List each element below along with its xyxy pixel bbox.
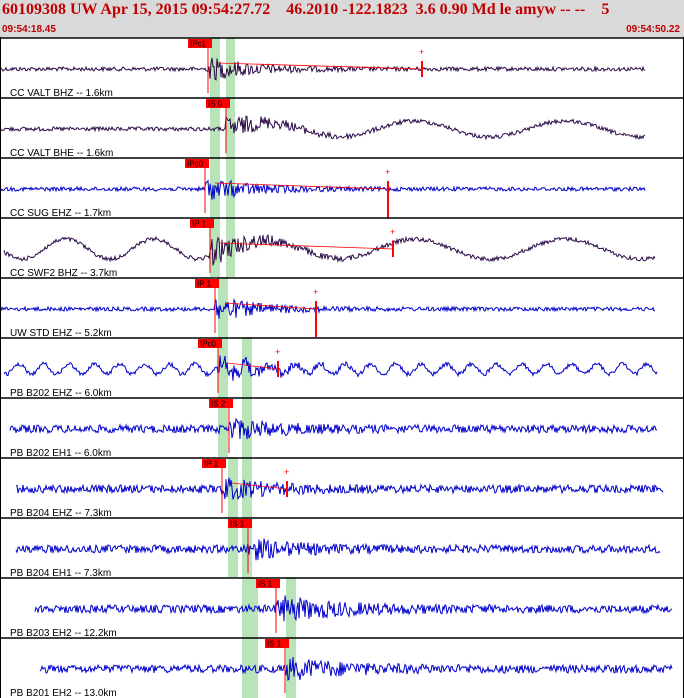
station-label: CC VALT BHE -- 1.6km	[10, 148, 113, 159]
analysis-window-band	[210, 37, 220, 277]
station-label: PB B201 EH2 -- 13.0km	[10, 688, 117, 698]
pick-label: IS 0	[208, 100, 223, 109]
pick-label-box[interactable]	[190, 219, 214, 228]
pick-label: IPc0	[187, 160, 204, 169]
pick-label: IP 1	[197, 280, 212, 289]
station-label: CC VALT BHZ -- 1.6km	[10, 88, 113, 99]
trace-row[interactable]: IS 1 PB B201 EH2 -- 13.0km	[0, 637, 684, 698]
pick-label-box[interactable]	[195, 279, 219, 288]
waveform-trace	[15, 538, 661, 561]
pick-label-box[interactable]	[206, 99, 230, 108]
pick-label: IS 1	[258, 580, 273, 589]
pick-label-box[interactable]	[228, 519, 252, 528]
coda-decay-line	[231, 482, 288, 490]
pick-label-box[interactable]	[202, 459, 226, 468]
pick-label: IP 1	[192, 220, 207, 229]
trace-stack: IPc1 + CC VALT BHZ -- 1.6km IS 0 CC VALT BHE…	[0, 37, 684, 698]
window-end-time: 09:54:50.22	[626, 24, 680, 35]
coda-marker-plus-icon: +	[419, 47, 424, 57]
analysis-window-band	[218, 277, 228, 457]
analysis-window-band	[226, 37, 235, 277]
station-label: CC SWF2 BHZ -- 3.7km	[10, 268, 117, 279]
coda-decay-line	[214, 182, 389, 190]
event-title: 60109308 UW Apr 15, 2015 09:54:27.72 46.…	[2, 1, 610, 18]
trace-row[interactable]: IP 1 + UW STD EHZ -- 5.2km	[0, 277, 684, 339]
trace-row[interactable]: IPc0 + CC SUG EHZ -- 1.7km	[0, 157, 684, 219]
coda-decay-line	[219, 242, 394, 250]
station-label: PB B204 EH1 -- 7.3km	[10, 568, 111, 579]
trace-row[interactable]: IS 0 CC VALT BHE -- 1.6km	[0, 97, 684, 159]
pick-label-box[interactable]	[256, 579, 280, 588]
trace-row[interactable]: IS 1 PB B204 EH1 -- 7.3km	[0, 517, 684, 579]
window-start-time: 09:54:18.45	[2, 24, 56, 35]
station-label: PB B203 EH2 -- 12.2km	[10, 628, 117, 639]
waveform-trace	[15, 477, 664, 500]
pick-label: IS 1	[267, 640, 282, 649]
pick-label-box[interactable]	[188, 39, 212, 48]
station-label: PB B202 EH1 -- 6.0km	[10, 448, 111, 459]
waveform-trace	[0, 179, 646, 200]
seismogram-panel[interactable]: IPc1 + CC VALT BHZ -- 1.6km IS 0 CC VALT BHE…	[0, 37, 684, 698]
coda-decay-line	[217, 62, 423, 70]
trace-row[interactable]: IPc1 + CC VALT BHZ -- 1.6km	[0, 37, 684, 99]
station-label: PB B202 EHZ -- 6.0km	[10, 388, 112, 399]
trace-row[interactable]: IP 1 + PB B204 EHZ -- 7.3km	[0, 457, 684, 519]
trace-row[interactable]: IS 2 PB B202 EH1 -- 6.0km	[0, 397, 684, 459]
waveform-trace	[0, 115, 646, 141]
coda-marker-plus-icon: +	[313, 287, 318, 297]
waveform-trace	[3, 233, 656, 266]
coda-marker-plus-icon: +	[390, 227, 395, 237]
coda-marker-plus-icon: +	[385, 167, 390, 177]
waveform-trace	[0, 57, 646, 81]
station-label: CC SUG EHZ -- 1.7km	[10, 208, 111, 219]
pick-label: IPc0	[200, 340, 217, 349]
waveform-trace	[34, 595, 673, 622]
station-label: UW STD EHZ -- 5.2km	[10, 328, 112, 339]
pick-label-box[interactable]	[198, 339, 222, 348]
station-label: PB B204 EHZ -- 7.3km	[10, 508, 112, 519]
pick-label: IP 1	[204, 460, 219, 469]
waveform-trace	[39, 656, 673, 682]
waveform-trace	[3, 355, 658, 381]
coda-marker-plus-icon: +	[284, 467, 289, 477]
event-header: 60109308 UW Apr 15, 2015 09:54:27.72 46.…	[0, 0, 684, 37]
pick-label: IS 2	[211, 400, 226, 409]
seismogram-plot[interactable]: IPc1 + CC VALT BHZ -- 1.6km IS 0 CC VALT BHE…	[0, 37, 684, 698]
analysis-windows	[210, 37, 296, 698]
pick-label-box[interactable]	[209, 399, 233, 408]
trace-row[interactable]: IPc0 + PB B202 EHZ -- 6.0km	[0, 337, 684, 399]
waveform-trace	[0, 298, 656, 319]
trace-row[interactable]: IS 1 PB B203 EH2 -- 12.2km	[0, 577, 684, 639]
pick-label-box[interactable]	[185, 159, 209, 168]
coda-decay-line	[224, 302, 317, 310]
analysis-window-band	[228, 457, 238, 577]
pick-label-box[interactable]	[265, 639, 289, 648]
coda-decay-line	[227, 362, 279, 370]
coda-marker-plus-icon: +	[275, 347, 280, 357]
pick-label: IPc1	[190, 40, 207, 49]
waveform-trace	[9, 417, 658, 440]
trace-row[interactable]: IP 1 + CC SWF2 BHZ -- 3.7km	[0, 217, 684, 279]
pick-label: IS 1	[230, 520, 245, 529]
